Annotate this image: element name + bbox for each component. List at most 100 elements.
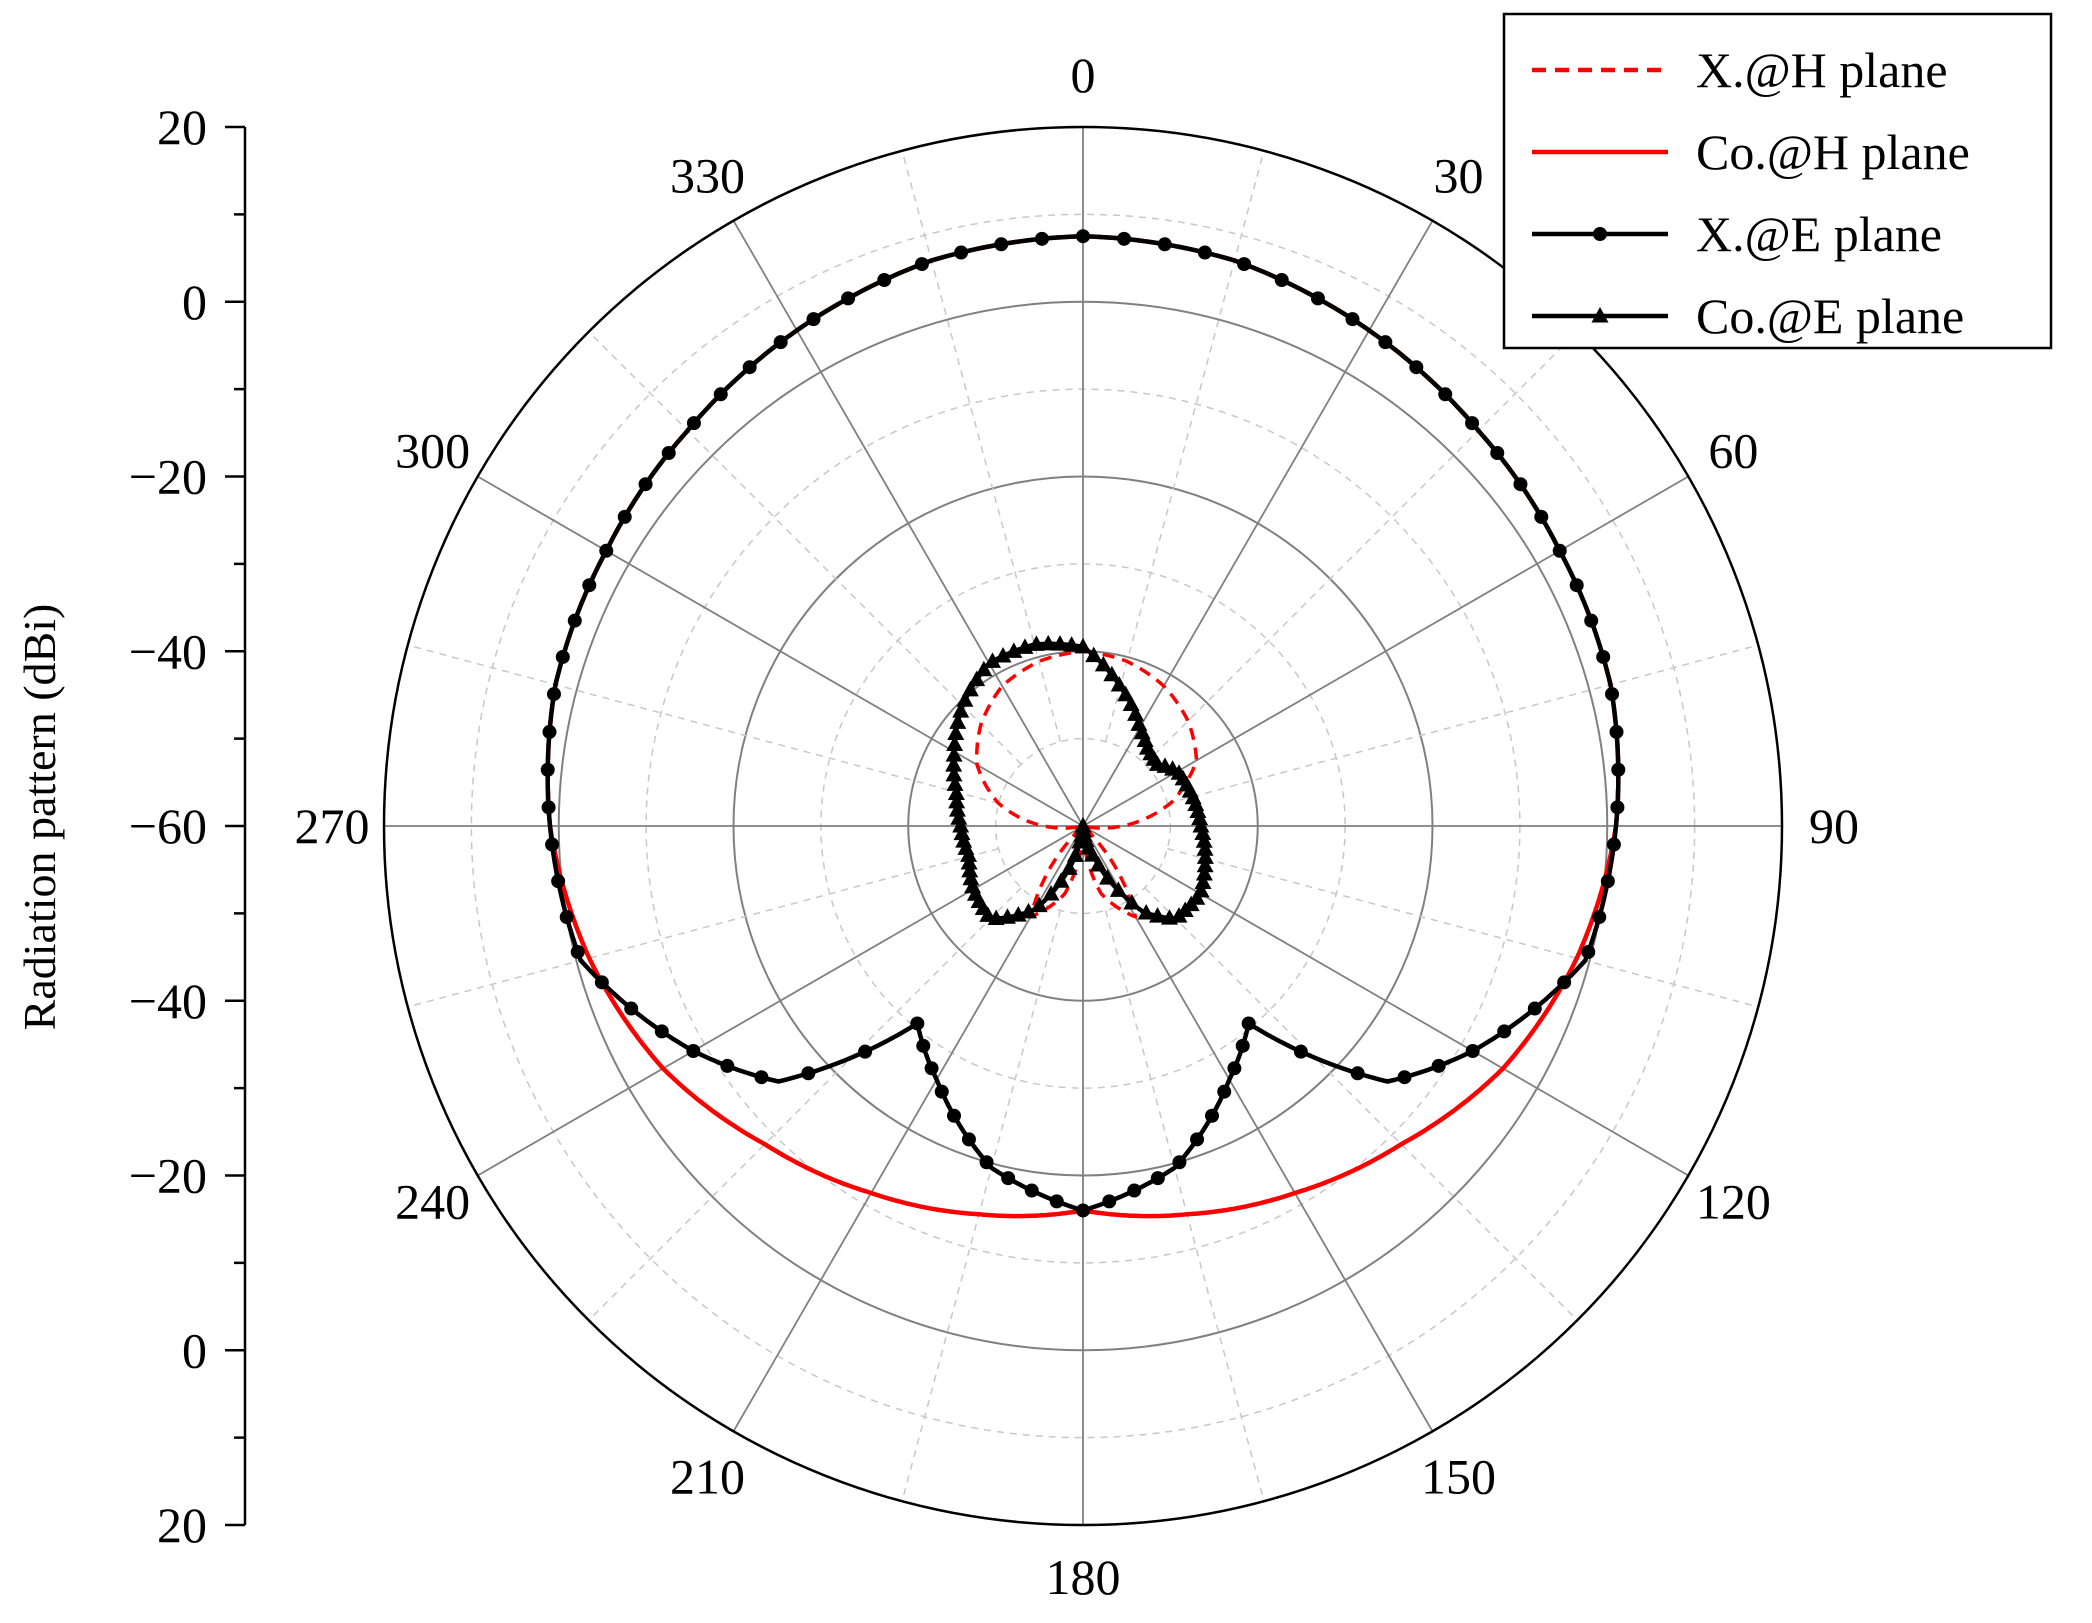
grid-spoke-minor (588, 887, 1022, 1321)
data-point (1274, 272, 1289, 287)
data-point (945, 746, 963, 762)
data-point (1196, 848, 1214, 864)
legend-item: Co.@H plane (1532, 124, 1970, 180)
data-point (1123, 894, 1141, 910)
data-point (559, 910, 574, 925)
data-point (551, 874, 566, 889)
legend-label: X.@H plane (1696, 42, 1948, 98)
data-point (950, 809, 968, 825)
angle-tick-label: 300 (395, 423, 470, 479)
series-line (974, 649, 1199, 919)
data-point (1293, 1044, 1308, 1059)
data-point (541, 800, 556, 815)
axis-tick-label: 20 (157, 1497, 207, 1553)
grid-spoke (477, 825, 1084, 1177)
data-point (540, 762, 555, 777)
data-point (1552, 543, 1567, 558)
data-point (916, 1038, 931, 1053)
series-x-e-plane (540, 229, 1626, 1218)
series-co-e-plane (945, 634, 1214, 925)
data-point (1063, 636, 1081, 652)
angle-tick-label: 330 (670, 148, 745, 204)
data-point (742, 360, 757, 375)
data-point (964, 877, 982, 894)
data-point (1606, 837, 1621, 852)
data-point (961, 861, 979, 878)
data-point (934, 1084, 949, 1099)
data-point (946, 775, 964, 791)
series-line (951, 641, 1208, 921)
series-x-h-plane (974, 649, 1199, 919)
data-point (1584, 613, 1599, 628)
data-point (546, 687, 561, 702)
data-point (841, 291, 856, 306)
left-radial-axis: 20 0 −20 −40 −60 −40 −20 0 20 (129, 99, 247, 1553)
data-point (1160, 909, 1178, 925)
polar-grid (382, 125, 1784, 1527)
data-point (945, 765, 963, 782)
data-point (1172, 1155, 1187, 1170)
grid-spoke-minor (1104, 910, 1265, 1502)
data-point (946, 1108, 961, 1123)
data-point (948, 801, 966, 817)
data-point (924, 1061, 939, 1076)
data-point (720, 1058, 735, 1073)
data-point (545, 837, 560, 852)
data-point (1310, 291, 1325, 306)
grid-spoke-minor (1167, 847, 1759, 1008)
grid-spoke-minor (1144, 887, 1578, 1321)
grid-spoke-minor (1144, 331, 1578, 765)
data-point (1039, 634, 1057, 651)
grid-spoke-minor (901, 910, 1062, 1502)
data-point (1110, 676, 1128, 692)
grid-spoke (1082, 220, 1434, 827)
data-point (1205, 1108, 1220, 1123)
grid-spoke-minor (1104, 150, 1265, 742)
angle-tick-label: 210 (670, 1448, 745, 1504)
data-point (1465, 416, 1480, 431)
data-point (983, 652, 1001, 668)
data-point (1581, 944, 1596, 959)
data-point (1190, 1132, 1205, 1147)
legend-box (1502, 12, 2053, 350)
data-point (1195, 832, 1213, 848)
data-point (773, 335, 788, 350)
data-point (555, 649, 570, 664)
data-point (1102, 1194, 1117, 1209)
data-point (1030, 896, 1048, 913)
axis-tick-label: −40 (129, 623, 207, 679)
data-point (1137, 903, 1155, 920)
data-point (1569, 578, 1584, 593)
data-point (1235, 1038, 1250, 1053)
legend-item: X.@H plane (1532, 42, 1948, 98)
angle-tick-label: 0 (1071, 47, 1096, 103)
data-point (994, 647, 1012, 663)
axis-tick-label: 0 (182, 274, 207, 330)
data-point (1497, 1024, 1512, 1039)
data-point (567, 613, 582, 628)
data-point (1009, 906, 1027, 922)
legend-label: Co.@H plane (1696, 124, 1970, 180)
data-point (998, 908, 1016, 924)
data-point (1076, 1203, 1090, 1218)
data-point (582, 578, 597, 593)
data-point (858, 1044, 873, 1059)
data-point (654, 1024, 669, 1039)
axis-tick-label: −60 (129, 798, 207, 854)
data-point (947, 724, 965, 741)
data-point (1051, 635, 1069, 651)
data-point (945, 756, 963, 772)
data-point (713, 387, 728, 402)
data-point (1005, 642, 1023, 658)
data-point (1409, 360, 1424, 375)
data-point (975, 660, 993, 677)
data-point (617, 509, 632, 524)
data-point (961, 680, 979, 697)
data-point (661, 445, 676, 460)
grid-spoke (732, 220, 1084, 827)
grid-spoke-minor (901, 150, 1062, 742)
data-point (1197, 245, 1212, 260)
data-point (1611, 762, 1626, 777)
angle-tick-labels: 0 30 60 90 120 150 180 210 240 270 300 330 (295, 47, 1860, 1605)
